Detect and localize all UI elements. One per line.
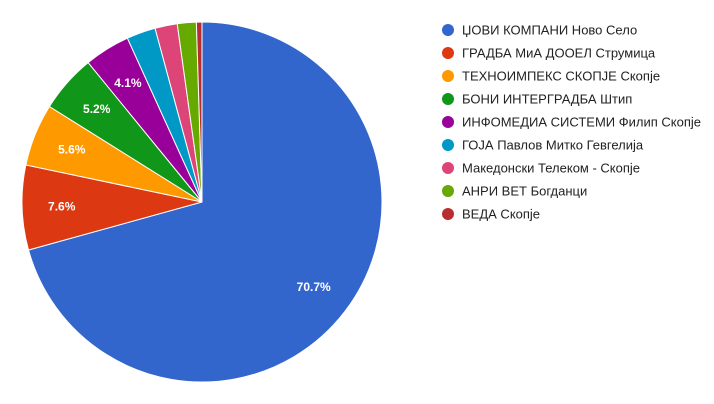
slice-data-label: 70.7% [297, 280, 331, 294]
legend-label[interactable]: ВЕДА Скопје [462, 207, 540, 222]
legend-label[interactable]: БОНИ ИНТЕРГРАДБА Штип [462, 92, 632, 107]
legend-label[interactable]: ИНФОМЕДИА СИСТЕМИ Филип Скопје [462, 115, 701, 130]
legend-marker [442, 47, 454, 59]
legend-label[interactable]: ГОЈА Павлов Митко Гевгелија [462, 138, 644, 153]
legend-marker [442, 93, 454, 105]
pie-slice[interactable] [27, 21, 383, 383]
legend-marker [442, 139, 454, 151]
legend-label[interactable]: ТЕХНОИМПЕКС СКОПЈЕ Скопје [462, 69, 660, 84]
legend-marker [442, 24, 454, 36]
legend-label[interactable]: ЏОВИ КОМПАНИ Ново Село [462, 23, 637, 38]
slice-data-label: 5.2% [83, 102, 111, 116]
legend-label[interactable]: Македонски Телеком - Скопје [462, 161, 640, 176]
legend-label[interactable]: АНРИ ВЕТ Богданци [462, 184, 587, 199]
legend-marker [442, 70, 454, 82]
legend-marker [442, 116, 454, 128]
slice-labels: 70.7% 7.6% 5.6% 5.2%4.1% [48, 76, 331, 294]
slice-data-label: 5.6% [58, 143, 86, 157]
legend: ЏОВИ КОМПАНИ Ново Село ГРАДБА МиА ДООЕЛ С… [442, 23, 701, 222]
pie-slices [21, 21, 383, 383]
slice-data-label: 4.1% [114, 76, 142, 90]
slice-data-label: 7.6% [48, 199, 76, 213]
legend-marker [442, 185, 454, 197]
legend-marker [442, 208, 454, 220]
pie-slice[interactable] [195, 21, 203, 203]
legend-marker [442, 162, 454, 174]
legend-label[interactable]: ГРАДБА МиА ДООЕЛ Струмица [462, 46, 656, 61]
